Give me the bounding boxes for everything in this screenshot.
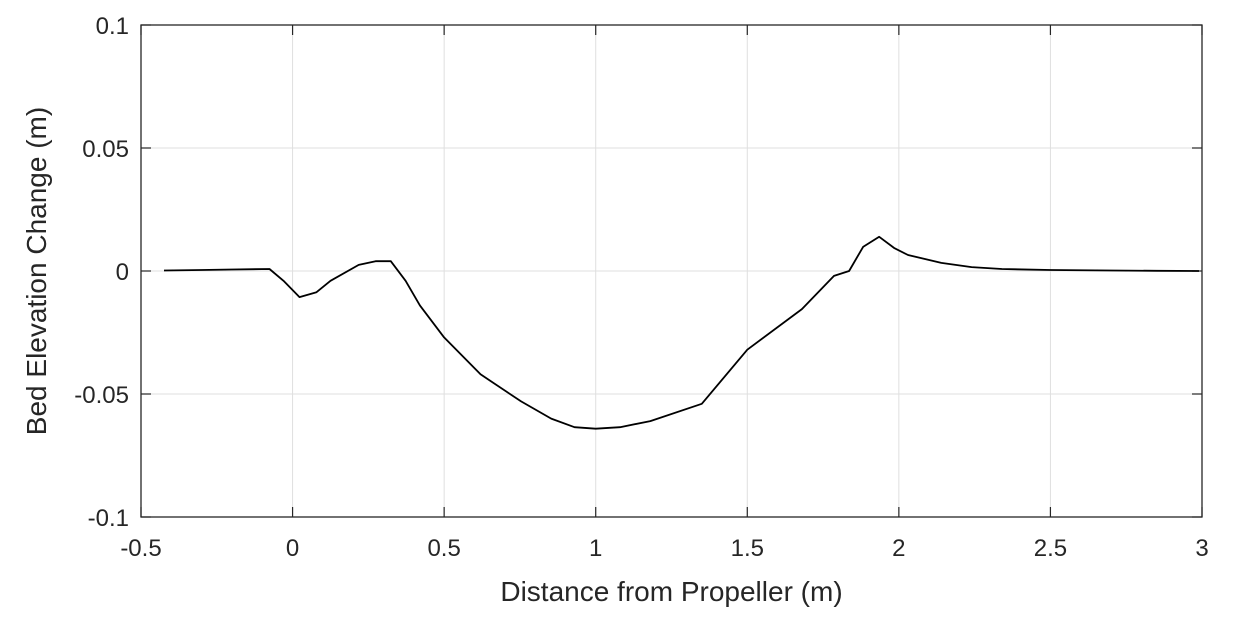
x-axis-title: Distance from Propeller (m): [500, 576, 842, 607]
y-tick-label: 0: [116, 259, 129, 286]
x-tick-label: 1.5: [731, 535, 764, 562]
y-tick-label: 0.1: [96, 13, 129, 40]
y-tick-label: -0.05: [74, 382, 129, 409]
y-tick-label: -0.1: [88, 505, 129, 532]
x-tick-label: 3: [1195, 535, 1208, 562]
x-tick-label: 0.5: [427, 535, 460, 562]
axis-ticks: [140, 24, 1203, 518]
data-line: [163, 235, 1200, 430]
y-tick-labels: -0.1 -0.05 0 0.05 0.1: [74, 13, 129, 532]
x-tick-label: -0.5: [120, 535, 161, 562]
y-axis-title: Bed Elevation Change (m): [21, 107, 52, 435]
y-tick-label: 0.05: [82, 136, 129, 163]
x-tick-labels: -0.5 0 0.5 1 1.5 2 2.5 3: [120, 535, 1208, 562]
x-tick-label: 2.5: [1034, 535, 1067, 562]
x-tick-label: 1: [589, 535, 602, 562]
x-tick-label: 2: [892, 535, 905, 562]
x-tick-label: 0: [286, 535, 299, 562]
grid-lines: [140, 24, 1203, 518]
